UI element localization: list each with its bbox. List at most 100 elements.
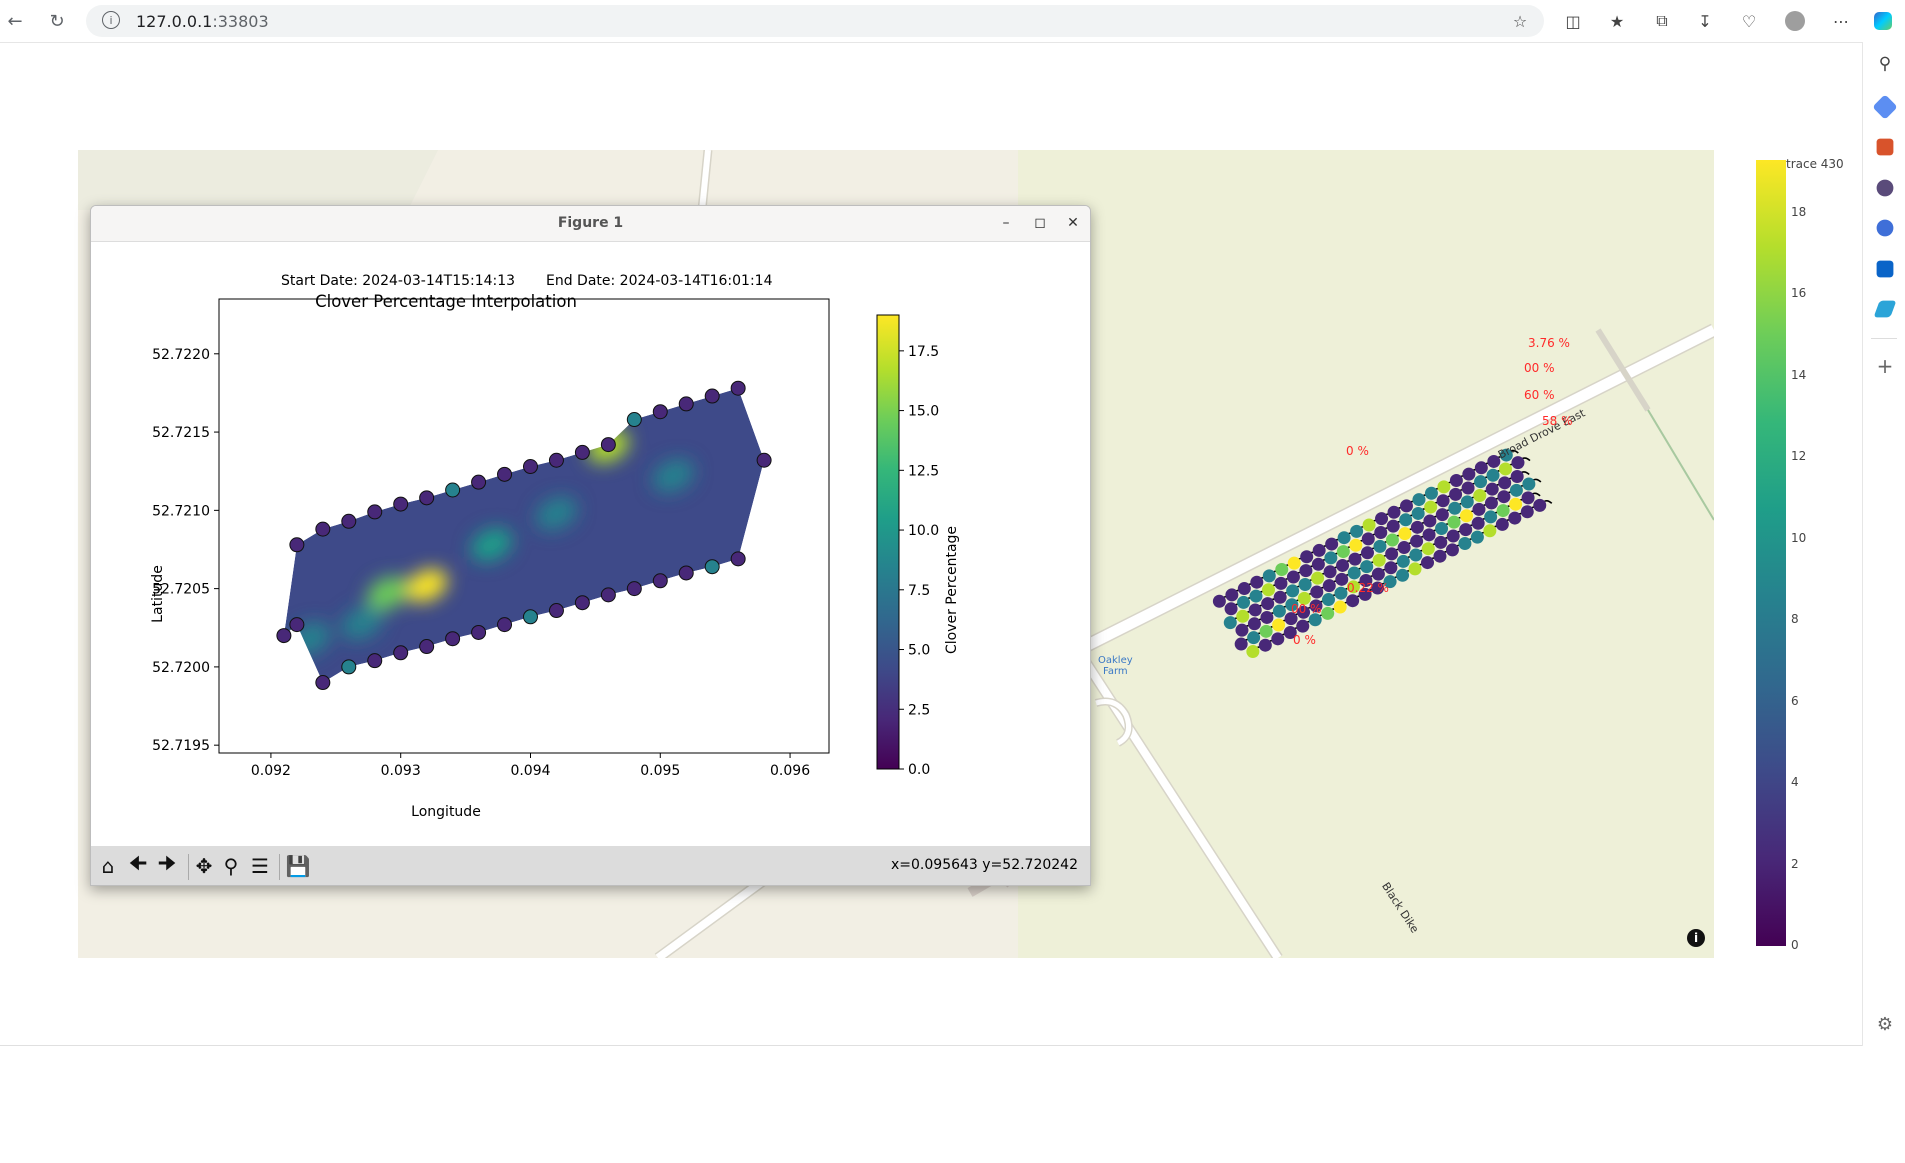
url-text[interactable]: 127.0.0.1:33803 bbox=[136, 12, 269, 31]
map-point bbox=[1296, 619, 1310, 633]
pan-icon[interactable]: ✥ bbox=[195, 854, 213, 878]
maximize-icon[interactable]: ◻ bbox=[1034, 215, 1046, 231]
sample-point bbox=[367, 504, 383, 520]
configure-subplots-icon[interactable]: ☰ bbox=[251, 854, 269, 878]
sample-point bbox=[367, 653, 383, 669]
microsoft365-icon[interactable] bbox=[1876, 219, 1894, 237]
map-point bbox=[1235, 623, 1249, 637]
home-icon[interactable]: ⌂ bbox=[101, 854, 115, 878]
y-tick-label: 52.7195 bbox=[152, 738, 210, 754]
browser-essentials-icon[interactable]: ♡ bbox=[1741, 11, 1757, 31]
map-point bbox=[1424, 486, 1438, 500]
map-point bbox=[1237, 582, 1251, 596]
map-point bbox=[1398, 527, 1412, 541]
map-point bbox=[1312, 543, 1326, 557]
map-point bbox=[1410, 534, 1424, 548]
download-icon[interactable]: ↧ bbox=[1698, 11, 1712, 31]
map-attribution-info-icon[interactable]: i bbox=[1687, 929, 1705, 947]
hotspot-0 bbox=[405, 568, 448, 603]
sample-point bbox=[678, 396, 694, 412]
zoom-icon[interactable]: ⚲ bbox=[223, 854, 239, 878]
map-point bbox=[1360, 546, 1374, 560]
browser-toolbar: ← ↻ i 127.0.0.1:33803 ☆ ◫ ★ ⧉ ↧ ♡ ⋯ bbox=[0, 0, 1905, 43]
map-point bbox=[1420, 556, 1434, 570]
back-arrow-icon[interactable]: 🠈 bbox=[128, 851, 148, 875]
map-point bbox=[1237, 595, 1251, 609]
collections-icon[interactable]: ⧉ bbox=[1656, 11, 1668, 30]
map-point bbox=[1448, 501, 1462, 515]
sample-point bbox=[548, 452, 564, 468]
hotspot-6 bbox=[535, 496, 578, 531]
map-point bbox=[1262, 569, 1276, 583]
figure-titlebar[interactable]: Figure 1 – ◻ ✕ bbox=[91, 206, 1090, 242]
map-point bbox=[1261, 583, 1275, 597]
figure-canvas[interactable]: Start Date: 2024-03-14T15:14:13 End Date… bbox=[91, 242, 1090, 846]
url-port: :33803 bbox=[212, 12, 269, 31]
map-point bbox=[1497, 490, 1511, 504]
add-icon[interactable]: + bbox=[1876, 354, 1894, 378]
map-point bbox=[1459, 523, 1473, 537]
map-point bbox=[1495, 517, 1509, 531]
map-point bbox=[1299, 564, 1313, 578]
map-point bbox=[1250, 575, 1264, 589]
coordinate-readout: x=0.095643 y=52.720242 bbox=[891, 857, 1078, 873]
page-divider bbox=[0, 1045, 1862, 1046]
back-icon[interactable]: ← bbox=[7, 10, 23, 32]
map-point bbox=[1433, 549, 1447, 563]
map-point bbox=[1274, 576, 1288, 590]
map-point bbox=[1375, 512, 1389, 526]
info-icon[interactable]: i bbox=[102, 11, 120, 29]
map-point bbox=[1472, 502, 1486, 516]
map-point bbox=[1410, 520, 1424, 534]
x-tick-label: 0.093 bbox=[381, 763, 421, 779]
address-bar[interactable] bbox=[86, 5, 1544, 37]
map-point bbox=[1385, 533, 1399, 547]
more-menu-icon[interactable]: ⋯ bbox=[1833, 11, 1849, 31]
save-icon[interactable]: 💾 bbox=[285, 854, 311, 878]
games-icon[interactable] bbox=[1876, 179, 1894, 197]
trace-legend-label[interactable]: trace 430 bbox=[1786, 157, 1844, 171]
map-point bbox=[1371, 581, 1385, 595]
map-point bbox=[1496, 504, 1510, 518]
outlook-icon[interactable] bbox=[1876, 260, 1894, 278]
map-point bbox=[1333, 600, 1347, 614]
sample-point bbox=[652, 573, 668, 589]
send-icon[interactable] bbox=[1873, 300, 1897, 318]
colorbar-tick-label: 15.0 bbox=[908, 404, 939, 420]
map-point bbox=[1349, 538, 1363, 552]
map-point bbox=[1408, 562, 1422, 576]
favorite-star-icon[interactable]: ☆ bbox=[1512, 11, 1528, 31]
split-screen-icon[interactable]: ◫ bbox=[1565, 11, 1581, 31]
sample-point bbox=[341, 513, 357, 529]
forward-arrow-icon[interactable]: 🠊 bbox=[157, 851, 177, 875]
map-point bbox=[1247, 631, 1261, 645]
map-point bbox=[1484, 496, 1498, 510]
favorites-icon[interactable]: ★ bbox=[1609, 11, 1625, 31]
sample-points bbox=[276, 380, 772, 691]
search-icon[interactable]: ⚲ bbox=[1878, 54, 1892, 74]
minimize-icon[interactable]: – bbox=[1002, 215, 1010, 231]
map-point bbox=[1248, 603, 1262, 617]
profile-avatar-icon[interactable] bbox=[1784, 10, 1806, 32]
reload-icon[interactable]: ↻ bbox=[49, 10, 65, 32]
tools-briefcase-icon[interactable] bbox=[1876, 138, 1894, 156]
x-tick-label: 0.096 bbox=[770, 763, 810, 779]
figure-window[interactable]: Figure 1 – ◻ ✕ Start Date: 2024-03-14T15… bbox=[90, 205, 1091, 886]
sample-point bbox=[522, 609, 538, 625]
map-percent-label: 00 % bbox=[1524, 361, 1555, 375]
sample-point bbox=[574, 595, 590, 611]
toolbar-separator bbox=[188, 854, 189, 880]
copilot-icon[interactable] bbox=[1872, 10, 1894, 32]
sample-point bbox=[315, 521, 331, 537]
map-colorbar-tick-label: 6 bbox=[1791, 693, 1799, 708]
map-point bbox=[1445, 543, 1459, 557]
close-icon[interactable]: ✕ bbox=[1067, 215, 1079, 231]
map-point bbox=[1297, 591, 1311, 605]
map-point bbox=[1223, 616, 1237, 630]
map-percent-label: 00 % bbox=[1291, 602, 1322, 616]
shopping-tag-icon[interactable] bbox=[1872, 94, 1898, 120]
map-point bbox=[1322, 579, 1336, 593]
map-point bbox=[1411, 506, 1425, 520]
settings-gear-icon[interactable]: ⚙ bbox=[1876, 1014, 1894, 1035]
colorbar-ticks: 0.0 2.5 5.0 7.5 10.0 12.5 15.0 17.5 bbox=[899, 344, 939, 778]
